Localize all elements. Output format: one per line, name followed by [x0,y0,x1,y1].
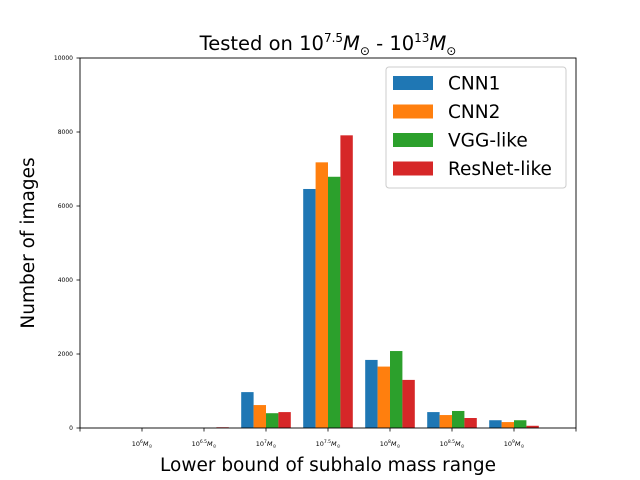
bar-vgg-like-2 [266,413,279,428]
legend-swatch-2 [393,133,433,147]
bar-cnn2-4 [377,366,390,428]
y-tick-label-0: 0 [69,425,73,432]
bar-vgg-like-3 [328,176,341,428]
x-axis-label: Lower bound of subhalo mass range [160,455,496,476]
x-tick-label-5: 108.5M⊙ [440,439,465,450]
legend-swatch-3 [393,161,433,176]
x-tick-label-3: 107.5M⊙ [316,439,341,450]
bar-cnn1-4 [365,359,378,428]
title-sup2: 13 [414,31,429,45]
x-axis-ticks: 106M⊙ 106.5M⊙ 107M⊙ 107.5M⊙ 108M⊙ 108.5M⊙ 109M… [79,428,577,450]
legend-swatch-0 [393,76,433,90]
x-tick-label-6: 109M⊙ [504,439,525,450]
bar-resnet-like-5 [464,418,477,428]
x-tick-label-2: 107M⊙ [256,439,277,450]
bar-vgg-like-5 [452,410,465,428]
x-tick-label-4: 108M⊙ [380,439,401,450]
bar-cnn2-6 [501,422,514,428]
y-axis-label: Number of images [18,157,39,328]
bar-resnet-like-3 [340,135,353,428]
legend: CNN1 CNN2 VGG-like ResNet-like [385,66,567,189]
title-sep: - 10 [370,32,414,55]
bar-cnn1-3 [303,188,316,428]
title-m1: M [343,32,360,55]
y-tick-label-5: 10000 [54,55,73,62]
title-prefix: Tested on 10 [199,32,324,55]
bars-group [216,135,539,428]
bar-resnet-like-2 [278,412,291,428]
y-tick-label-4: 8000 [58,129,73,136]
legend-label-3: ResNet-like [448,159,552,180]
bar-cnn2-2 [253,405,266,428]
legend-label-1: CNN2 [448,102,500,123]
bar-cnn2-3 [315,162,328,428]
title-m2: M [429,32,446,55]
y-tick-label-2: 4000 [58,277,73,284]
bar-resnet-like-4 [402,379,415,428]
legend-swatch-1 [393,104,433,119]
bar-vgg-like-6 [514,420,527,428]
y-tick-label-1: 2000 [58,351,73,358]
bar-resnet-like-6 [526,425,539,428]
y-tick-label-3: 6000 [58,203,73,210]
y-axis-ticks: 0 2000 4000 6000 8000 10000 [54,55,80,432]
legend-label-0: CNN1 [448,74,500,95]
legend-label-2: VGG-like [448,131,528,152]
legend-frame [385,66,567,189]
title-sun1: ⊙ [360,44,370,58]
bar-cnn1-6 [489,420,502,428]
title-sup1: 7.5 [324,31,343,45]
x-tick-label-0: 106M⊙ [132,439,153,450]
bar-cnn1-2 [241,392,254,428]
title-sun2: ⊙ [446,44,456,58]
bar-cnn2-5 [439,415,452,428]
chart-title: Tested on 107.5M⊙ - 1013M⊙ [199,31,457,58]
bar-cnn1-5 [427,412,440,428]
x-tick-label-1: 106.5M⊙ [192,439,217,450]
bar-vgg-like-4 [390,351,403,428]
